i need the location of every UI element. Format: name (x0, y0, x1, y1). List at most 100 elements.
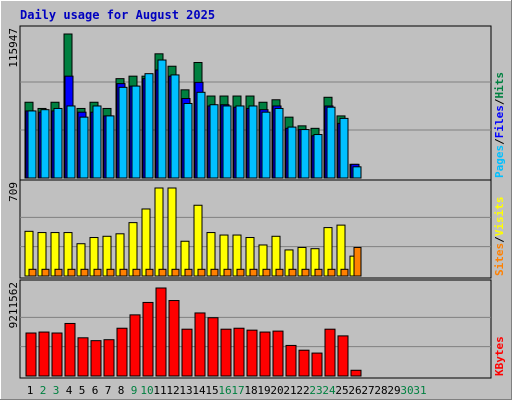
legend-sites: Sites (493, 243, 506, 276)
bar-kbytes-day-20 (272, 330, 284, 377)
day-label-18: 18 (244, 384, 257, 397)
bar-sites-day-5 (80, 268, 89, 277)
bar-pages-day-19 (261, 111, 271, 179)
bar-kbytes-day-9 (129, 314, 141, 377)
day-label-1: 1 (27, 384, 34, 397)
bar-kbytes-day-2 (38, 331, 50, 377)
day-label-3: 3 (53, 384, 60, 397)
legend-kbytes: KBytes (493, 336, 506, 376)
bar-pages-day-9 (131, 85, 141, 179)
bar-pages-day-14 (196, 91, 206, 179)
bar-pages-day-3 (53, 107, 63, 179)
y-max-label: 709 (7, 182, 20, 202)
day-label-9: 9 (131, 384, 138, 397)
bar-pages-day-22 (300, 129, 310, 179)
legend-hits: Hits (493, 72, 506, 99)
bar-sites-day-20 (275, 268, 284, 277)
bar-pages-day-26 (352, 166, 362, 179)
bar-visits-day-10 (141, 208, 151, 277)
day-label-28: 28 (374, 384, 387, 397)
day-axis: 1 2 3 4 5 6 7 8 9 10 11 12 13 14 15 16 17 18 19 20 21 22 23 24 2… (27, 384, 427, 397)
legend-visits: Visits (493, 197, 506, 237)
legend-pages: Pages (493, 145, 506, 178)
panel-legend: Sites/Visits (493, 197, 506, 277)
bar-pages-day-15 (209, 104, 219, 179)
bar-sites-day-2 (41, 268, 50, 277)
day-label-10: 10 (140, 384, 153, 397)
day-label-23: 23 (309, 384, 322, 397)
bar-sites-day-12 (171, 268, 180, 277)
bar-kbytes-day-12 (168, 300, 180, 377)
y-max-label: 9211562 (7, 282, 20, 328)
day-label-6: 6 (92, 384, 99, 397)
bar-sites-day-11 (158, 268, 167, 277)
bar-sites-day-4 (67, 268, 76, 277)
bar-pages-day-2 (40, 109, 50, 179)
bar-pages-day-25 (339, 117, 349, 179)
day-label-26: 26 (348, 384, 361, 397)
legend-files: Files (493, 105, 506, 138)
bar-kbytes-day-6 (90, 340, 102, 377)
chart-panels: 115947Pages/Files/Hits709Sites/Visits921… (7, 25, 506, 379)
bar-pages-day-4 (66, 105, 76, 179)
bar-sites-day-9 (132, 268, 141, 277)
day-label-20: 20 (270, 384, 283, 397)
y-max-label: 115947 (7, 28, 20, 68)
bar-visits-day-9 (128, 222, 138, 277)
bar-pages-day-13 (183, 102, 193, 179)
bar-sites-day-1 (28, 268, 37, 277)
bar-kbytes-day-4 (64, 322, 76, 377)
day-label-22: 22 (296, 384, 309, 397)
day-label-11: 11 (153, 384, 166, 397)
bar-visits-day-12 (167, 187, 177, 277)
panel-frame (19, 179, 492, 279)
bar-sites-day-25 (340, 268, 349, 277)
bar-pages-day-10 (144, 73, 154, 179)
day-label-15: 15 (205, 384, 218, 397)
bar-kbytes-day-3 (51, 332, 63, 377)
bar-kbytes-day-18 (246, 329, 258, 377)
day-label-17: 17 (231, 384, 244, 397)
bar-visits-day-11 (154, 187, 164, 277)
legend-slash: / (493, 236, 506, 243)
bar-pages-day-8 (118, 86, 128, 179)
legend-slash: / (493, 98, 506, 105)
bar-pages-day-5 (79, 116, 89, 179)
day-label-12: 12 (166, 384, 179, 397)
bar-pages-day-7 (105, 115, 115, 179)
bar-kbytes-day-15 (207, 317, 219, 377)
day-label-31: 31 (413, 384, 426, 397)
bar-pages-day-12 (170, 74, 180, 179)
day-label-24: 24 (322, 384, 336, 397)
bar-kbytes-day-13 (181, 328, 193, 377)
panel-visits-sites: 709 Sites/Visits (7, 179, 506, 279)
day-label-5: 5 (79, 384, 86, 397)
bar-kbytes-day-26 (350, 369, 362, 377)
bar-kbytes-day-19 (259, 331, 271, 377)
bar-sites-day-3 (54, 268, 63, 277)
bar-kbytes-day-10 (142, 301, 154, 377)
bar-sites-day-22 (301, 268, 310, 277)
bar-kbytes-day-16 (220, 328, 232, 377)
bar-kbytes-day-1 (25, 332, 37, 377)
bar-visits-day-25 (336, 224, 346, 277)
day-label-21: 21 (283, 384, 296, 397)
bar-sites-day-8 (119, 268, 128, 277)
legend-slash: / (493, 138, 506, 145)
panel-kbytes: 9211562 KBytes (7, 279, 506, 379)
day-label-19: 19 (257, 384, 270, 397)
bar-visits-day-24 (323, 227, 333, 277)
day-label-8: 8 (118, 384, 125, 397)
bar-pages-day-11 (157, 59, 167, 179)
day-label-29: 29 (387, 384, 400, 397)
bar-kbytes-day-11 (155, 287, 167, 377)
bar-sites-day-19 (262, 268, 271, 277)
bar-sites-day-14 (197, 268, 206, 277)
day-label-13: 13 (179, 384, 192, 397)
day-label-25: 25 (335, 384, 348, 397)
day-label-7: 7 (105, 384, 112, 397)
panel-legend: KBytes (493, 336, 506, 376)
